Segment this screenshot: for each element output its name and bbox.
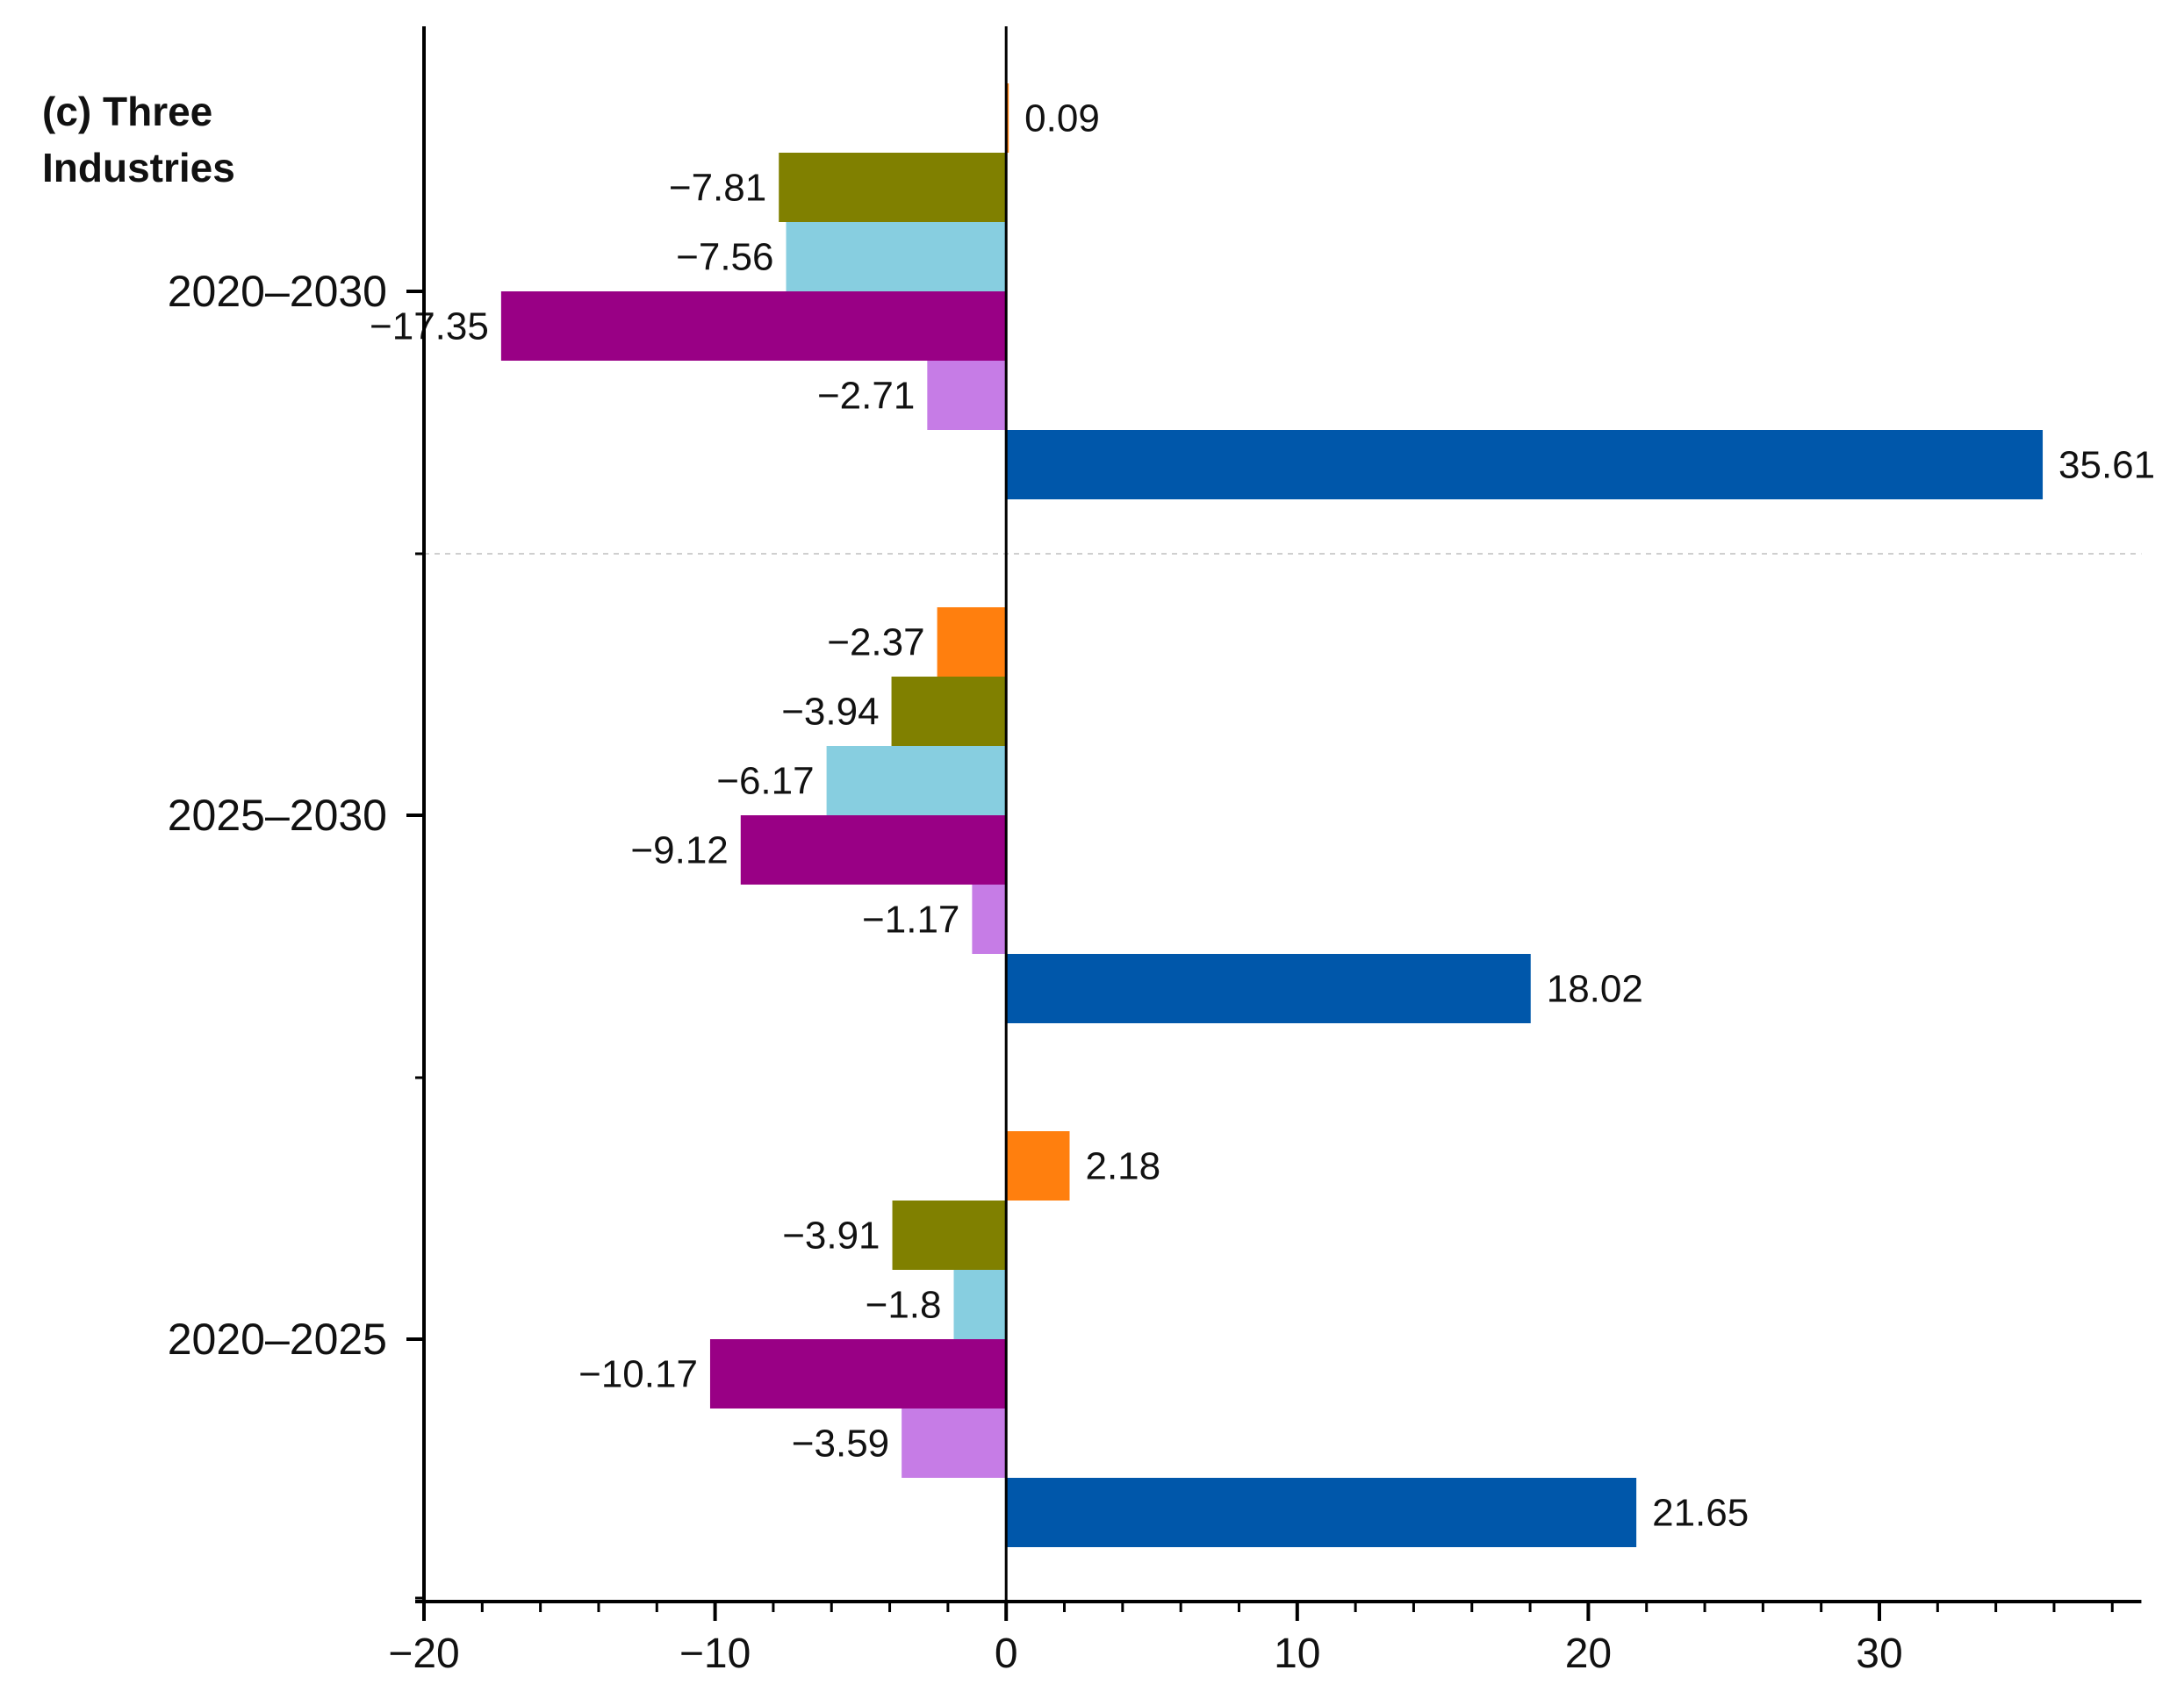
data-label-series-2-cat-3: −3.91: [782, 1215, 880, 1258]
data-label-series-3-cat-2: −6.17: [716, 760, 814, 803]
data-label-series-6-cat-1: 35.61: [2058, 444, 2155, 487]
x-tick-label-3: 0: [995, 1631, 1018, 1677]
data-label-series-5-cat-3: −3.59: [792, 1423, 889, 1466]
bar-series-6-cat-2: [1006, 954, 1531, 1023]
bar-series-3-cat-1: [786, 222, 1007, 291]
bar-series-5-cat-3: [902, 1409, 1007, 1478]
data-label-series-3-cat-3: −1.8: [866, 1284, 942, 1327]
data-label-series-4-cat-3: −10.17: [578, 1353, 698, 1396]
bar-series-2-cat-3: [892, 1201, 1007, 1270]
data-label-series-1-cat-1: 0.09: [1024, 97, 1100, 140]
bar-series-1-cat-2: [937, 607, 1007, 677]
data-label-series-4-cat-1: −17.35: [370, 305, 489, 348]
data-label-series-5-cat-2: −1.17: [862, 899, 959, 942]
y-tick-label-1: 2020–2030: [168, 267, 387, 316]
data-label-series-6-cat-3: 21.65: [1652, 1492, 1749, 1535]
bar-series-1-cat-3: [1006, 1131, 1070, 1201]
x-tick-label-5: 20: [1565, 1631, 1612, 1677]
data-label-series-3-cat-1: −7.56: [676, 236, 773, 279]
x-tick-label-2: −10: [679, 1631, 751, 1677]
bar-series-2-cat-2: [891, 677, 1007, 746]
x-tick-label-1: −20: [388, 1631, 459, 1677]
data-label-series-4-cat-2: −9.12: [630, 829, 728, 872]
bar-series-5-cat-1: [927, 361, 1007, 430]
bar-series-6-cat-3: [1006, 1478, 1637, 1547]
data-label-series-1-cat-3: 2.18: [1085, 1145, 1160, 1188]
bar-series-6-cat-1: [1006, 430, 2044, 499]
y-tick-label-3: 2020–2025: [168, 1315, 387, 1364]
chart-title-line-1: (c) Three: [42, 89, 212, 134]
data-label-series-2-cat-2: −3.94: [781, 691, 879, 734]
bar-series-4-cat-3: [709, 1339, 1007, 1409]
bar-series-4-cat-1: [500, 291, 1007, 361]
bar-series-5-cat-2: [972, 885, 1007, 954]
data-label-series-2-cat-1: −7.81: [669, 167, 766, 210]
bar-series-3-cat-3: [953, 1270, 1007, 1339]
chart-title-line-2: Industries: [42, 145, 235, 190]
bar-series-2-cat-1: [779, 153, 1007, 222]
bar-series-3-cat-2: [826, 746, 1007, 815]
x-tick-label-6: 30: [1856, 1631, 1902, 1677]
data-label-series-6-cat-2: 18.02: [1547, 968, 1643, 1011]
data-label-series-5-cat-1: −2.71: [817, 375, 915, 418]
y-tick-label-2: 2025–2030: [168, 791, 387, 840]
data-label-series-1-cat-2: −2.37: [827, 621, 924, 664]
x-tick-label-4: 10: [1274, 1631, 1320, 1677]
bar-series-4-cat-2: [740, 815, 1007, 885]
